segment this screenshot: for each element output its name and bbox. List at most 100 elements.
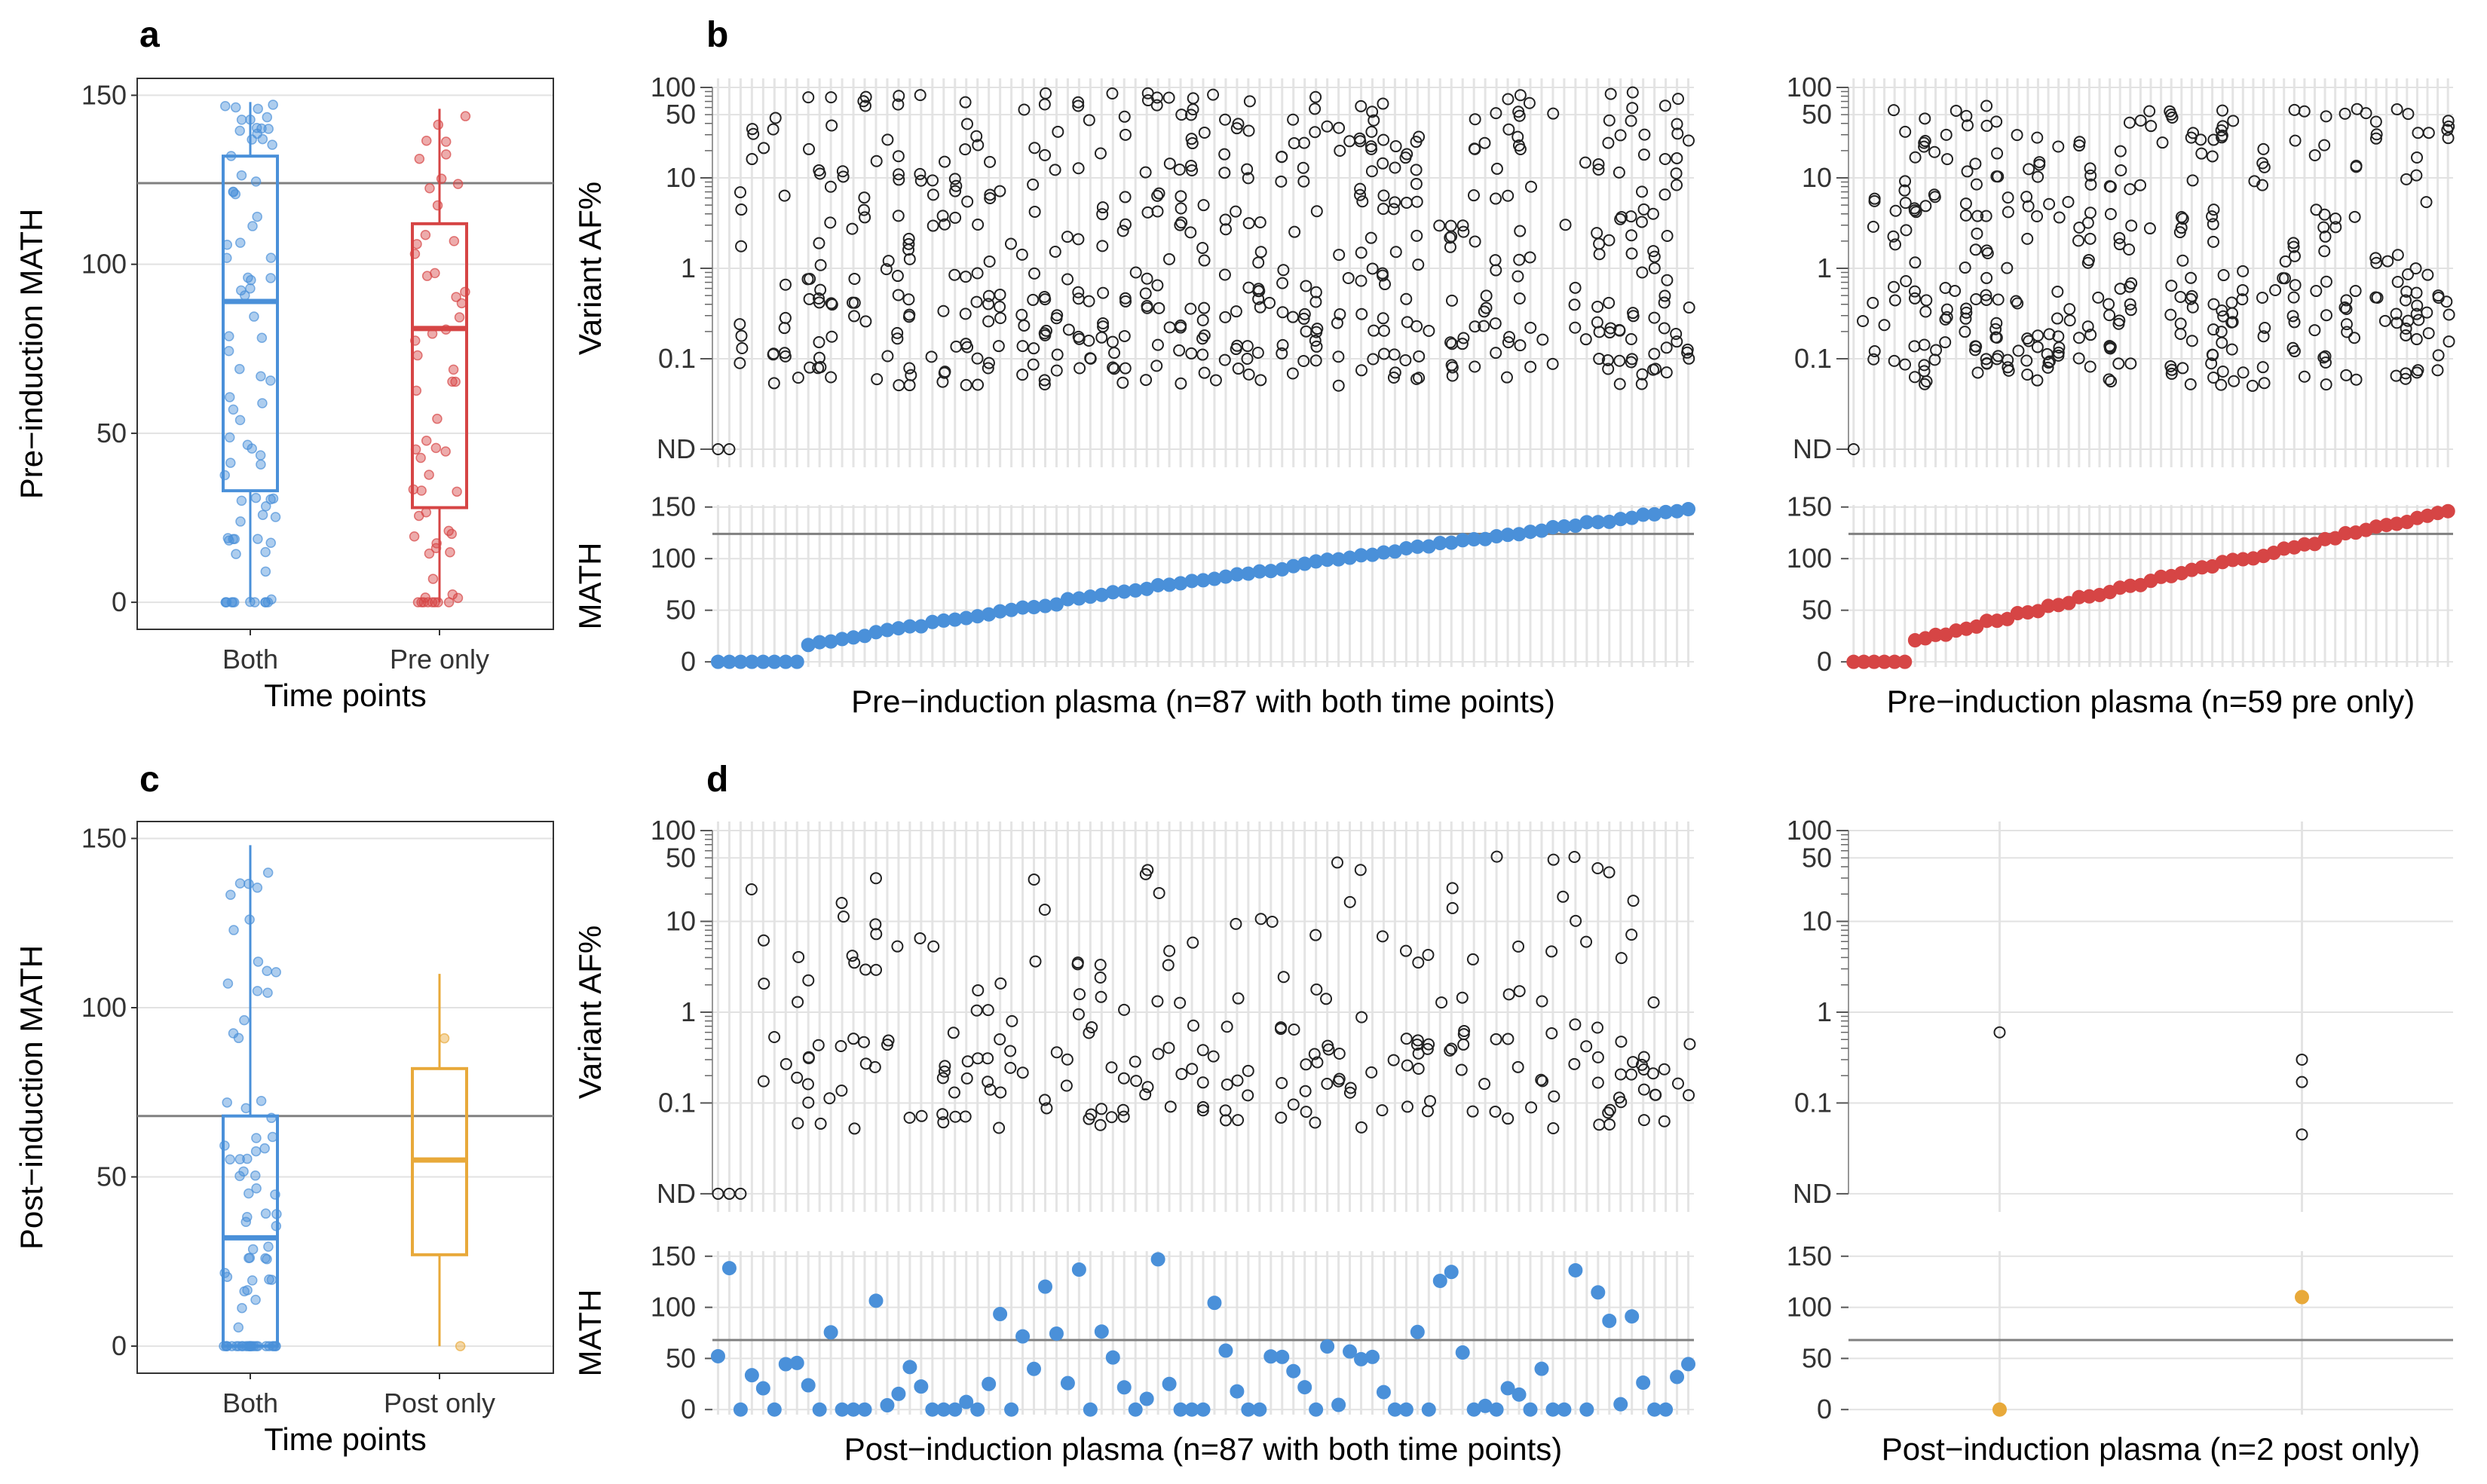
variant-point	[961, 195, 974, 208]
y-tick-label: 100	[651, 72, 696, 103]
variant-point	[1310, 205, 1323, 218]
variant-point	[1919, 135, 1931, 148]
box-post-only	[411, 974, 468, 1351]
x-axis-title: Post−induction plasma (n=2 post only)	[1882, 1431, 2420, 1467]
math-point	[1376, 1385, 1391, 1400]
variant-point	[1119, 295, 1132, 308]
variant-point	[1557, 890, 1570, 903]
variant-point	[2402, 108, 2415, 121]
data-point	[236, 170, 247, 181]
data-point	[416, 485, 427, 496]
variant-point	[1175, 190, 1187, 203]
variant-point	[1119, 128, 1132, 141]
variant-point	[949, 185, 962, 197]
variant-point	[745, 883, 758, 895]
variant-point	[2412, 364, 2424, 377]
variant-point	[972, 139, 985, 151]
variant-point	[2308, 324, 2321, 337]
data-point	[409, 249, 421, 259]
y-tick-label: 0	[681, 1394, 696, 1424]
variant-point	[1106, 87, 1119, 99]
math-point	[1252, 1402, 1267, 1417]
variant-point	[1546, 357, 1559, 370]
variant-point	[813, 164, 825, 176]
x-tick-label: Pre only	[390, 644, 489, 675]
variant-point	[1252, 292, 1265, 305]
panel-label-b: b	[706, 15, 728, 55]
variant-point	[779, 350, 792, 363]
variant-point	[1198, 329, 1211, 342]
panel-border	[136, 78, 554, 630]
variant-point	[1918, 136, 1931, 149]
variant-point	[1502, 123, 1515, 136]
variant-point	[1602, 136, 1615, 149]
variant-point	[1613, 378, 1626, 390]
variant-point	[1074, 362, 1086, 375]
variant-point	[1671, 118, 1683, 130]
variant-point	[1467, 189, 1480, 202]
variant-point	[2021, 369, 2034, 381]
variant-point	[1105, 1111, 1118, 1124]
variant-point	[1513, 292, 1526, 305]
data-point	[230, 102, 241, 113]
variant-point	[1636, 368, 1649, 381]
data-point	[234, 878, 246, 889]
variant-point	[1354, 188, 1367, 201]
variant-point	[1990, 317, 2003, 329]
variant-point	[2115, 164, 2127, 176]
variant-point	[1309, 126, 1322, 139]
variant-point	[1018, 103, 1031, 116]
variant-point	[1198, 254, 1211, 267]
y-tick-label: 1	[1817, 996, 1832, 1027]
variant-point	[2310, 285, 2323, 298]
variant-point	[1525, 1101, 1538, 1114]
variant-point	[1636, 185, 1649, 198]
variant-point	[2195, 147, 2208, 160]
variant-point	[2400, 372, 2412, 385]
math-point	[1150, 1252, 1165, 1267]
variant-point	[2103, 180, 2116, 193]
variant-point	[1242, 368, 1255, 381]
variant-point	[824, 180, 837, 193]
data-point	[262, 965, 272, 977]
variant-point	[1039, 148, 1052, 161]
variant-point	[936, 1072, 949, 1085]
variant-point	[2391, 249, 2404, 262]
variant-point	[2320, 275, 2332, 288]
variant-point	[1286, 367, 1299, 380]
variant-point	[2287, 237, 2300, 249]
variant-point	[982, 1076, 994, 1088]
variant-point	[1971, 210, 1984, 222]
variant-point	[1368, 114, 1380, 127]
variant-point	[2320, 110, 2332, 123]
math-point	[1455, 1345, 1470, 1360]
math-points	[710, 501, 1696, 669]
math-point	[1297, 1380, 1312, 1395]
data-point	[229, 534, 240, 544]
variant-point	[2320, 309, 2332, 322]
data-point	[224, 331, 234, 341]
variant-point	[1106, 335, 1119, 348]
variant-point	[1455, 1063, 1468, 1076]
variant-point	[1635, 378, 1648, 390]
data-point	[268, 99, 278, 110]
variant-point	[2084, 360, 2096, 373]
variant-point	[1060, 1079, 1073, 1092]
variant-point	[2288, 316, 2301, 329]
variant-point	[1242, 1064, 1254, 1077]
variant-point	[893, 173, 905, 186]
y-tick-label: 1	[1817, 252, 1832, 283]
variant-point	[1503, 331, 1516, 344]
variant-point	[1368, 324, 1380, 337]
variant-point	[1444, 1044, 1456, 1057]
variant-point	[1919, 305, 1932, 318]
y-tick-label: 0	[681, 646, 696, 677]
variant-point	[1342, 271, 1355, 284]
variant-point	[1637, 148, 1650, 161]
variant-point	[1028, 267, 1041, 280]
variant-point	[2184, 292, 2197, 305]
variant-point	[1683, 301, 1695, 314]
variant-point	[2369, 252, 2382, 265]
variant-point	[1309, 1116, 1322, 1129]
variant-point	[1097, 317, 1110, 330]
